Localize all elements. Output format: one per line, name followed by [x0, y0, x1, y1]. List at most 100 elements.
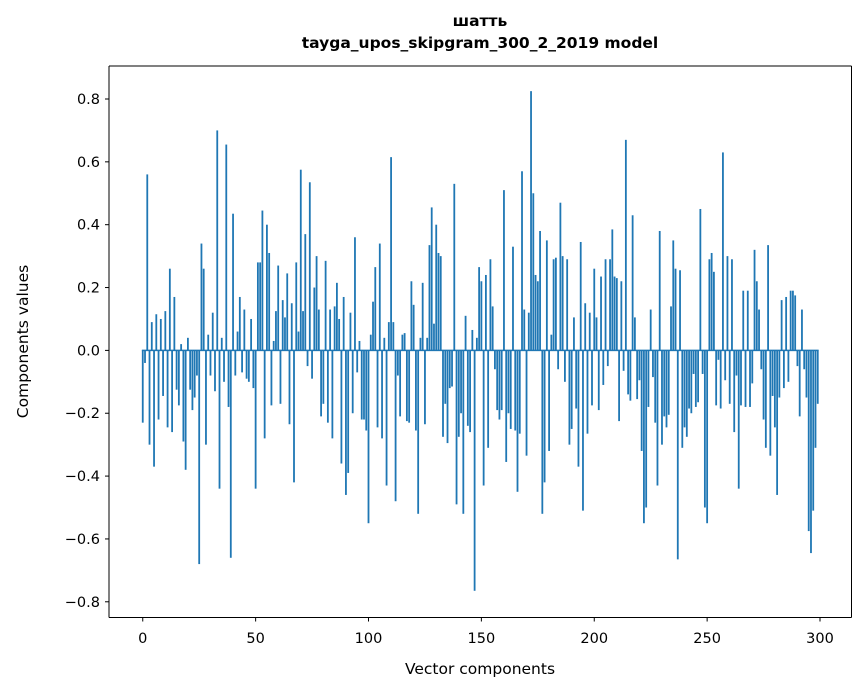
- bar: [706, 350, 709, 524]
- bar: [633, 317, 636, 351]
- bar: [466, 350, 469, 426]
- bar: [679, 270, 681, 351]
- bar: [220, 337, 223, 351]
- bar: [719, 350, 722, 409]
- bar: [205, 350, 207, 445]
- chart-title-line2: tayga_upos_skipgram_300_2_2019 model: [302, 34, 659, 52]
- bar: [315, 256, 318, 351]
- bar: [681, 350, 684, 448]
- bar: [356, 350, 359, 373]
- bar: [575, 350, 578, 409]
- bar: [263, 350, 266, 439]
- bar: [439, 256, 442, 351]
- y-tick-label: 0.8: [77, 92, 100, 108]
- bar: [778, 350, 781, 398]
- bar: [636, 350, 639, 400]
- bar: [286, 273, 289, 351]
- bar: [245, 350, 248, 379]
- bar: [539, 230, 541, 351]
- bar: [410, 281, 413, 351]
- bar: [349, 312, 352, 351]
- bar: [189, 350, 192, 390]
- bar: [351, 350, 354, 414]
- bar: [480, 281, 483, 351]
- bar: [317, 309, 320, 351]
- bar: [482, 350, 485, 486]
- bar: [652, 350, 654, 378]
- bar: [399, 350, 402, 417]
- bar: [275, 311, 277, 351]
- bar: [487, 350, 490, 448]
- bar: [256, 262, 259, 351]
- bar: [807, 350, 810, 532]
- bar: [198, 350, 201, 565]
- bar: [606, 350, 609, 367]
- bar: [516, 350, 519, 492]
- bar: [372, 301, 374, 351]
- bar: [798, 350, 801, 417]
- bar: [530, 91, 532, 351]
- bar: [232, 213, 234, 351]
- bar: [597, 350, 600, 411]
- bar: [758, 309, 760, 351]
- bar: [336, 282, 338, 351]
- bar: [794, 295, 797, 351]
- bar: [446, 350, 449, 444]
- bar: [564, 350, 566, 382]
- bar: [489, 259, 492, 351]
- bar: [776, 350, 779, 495]
- bar: [141, 350, 144, 423]
- bar: [550, 334, 553, 351]
- bar: [760, 350, 763, 370]
- y-tick-label: −0.4: [65, 469, 100, 485]
- bar: [155, 314, 158, 351]
- bar: [374, 267, 377, 351]
- bar: [311, 350, 313, 379]
- y-tick-label: −0.8: [65, 595, 100, 611]
- bar: [383, 337, 386, 351]
- bar: [683, 350, 686, 428]
- bar: [200, 243, 203, 351]
- bar: [279, 350, 282, 404]
- bar: [692, 350, 695, 374]
- bar: [148, 350, 151, 445]
- bar: [442, 350, 444, 437]
- bar: [629, 350, 632, 401]
- bar: [324, 260, 327, 351]
- bar: [144, 350, 146, 363]
- bar: [159, 318, 162, 351]
- bar: [363, 350, 365, 420]
- bar: [631, 215, 634, 351]
- y-tick-label: 0.0: [77, 343, 100, 359]
- bar: [157, 350, 160, 420]
- bar: [602, 350, 605, 385]
- bar: [326, 350, 329, 423]
- bar: [568, 350, 571, 445]
- bar: [281, 300, 284, 351]
- bar: [618, 350, 620, 422]
- bar: [435, 224, 438, 351]
- bar: [390, 157, 392, 351]
- bar: [408, 350, 411, 423]
- bar: [593, 268, 596, 351]
- zero-line: [141, 349, 819, 352]
- bar: [469, 350, 471, 433]
- bar: [726, 256, 729, 351]
- bar: [751, 350, 754, 384]
- x-tick-label: 250: [693, 631, 721, 647]
- bar: [503, 190, 505, 351]
- bar: [306, 350, 309, 367]
- bar: [548, 350, 550, 451]
- bar: [559, 202, 562, 351]
- bar: [241, 350, 243, 373]
- bar: [457, 350, 460, 437]
- bar: [749, 350, 751, 407]
- bar: [475, 337, 478, 351]
- bar: [638, 350, 641, 381]
- bar: [216, 130, 219, 351]
- bar: [177, 350, 180, 406]
- bar: [792, 290, 794, 351]
- bar: [415, 350, 417, 431]
- bar: [649, 309, 652, 351]
- bar: [552, 259, 555, 351]
